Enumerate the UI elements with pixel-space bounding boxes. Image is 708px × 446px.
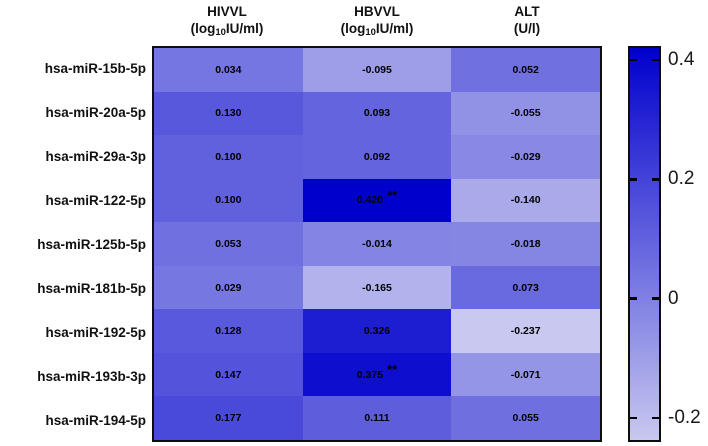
colorbar-tick-mark: [652, 297, 659, 300]
heatmap-cell: 0.147: [154, 352, 303, 397]
heatmap-cell: 0.177: [154, 396, 303, 440]
column-header: HIVVL (log10IU/ml): [137, 3, 317, 41]
cell-value: 0.420: [356, 194, 384, 207]
cell-value: -0.140: [510, 194, 541, 207]
column-header: ALT (U/l): [437, 3, 617, 37]
heatmap-cell: 0.034: [154, 48, 303, 92]
colorbar-tick-mark: [630, 178, 637, 181]
heatmap-cell: -0.029: [451, 135, 600, 179]
cell-value: -0.237: [510, 325, 541, 338]
cell-value: -0.055: [510, 107, 541, 120]
cell-value: 0.326: [363, 325, 391, 338]
column-header-title: HBVVL: [354, 4, 400, 19]
colorbar-gradient: [630, 48, 659, 440]
row-label: hsa-miR-193b-3p: [37, 368, 146, 384]
heatmap-cell: 0.100: [154, 135, 303, 179]
heatmap-cell: -0.237: [451, 309, 600, 353]
heatmap-cell: 0.052: [451, 48, 600, 92]
cell-value: 0.052: [512, 63, 539, 76]
unit-suffix: IU/ml): [375, 21, 414, 36]
row-label: hsa-miR-192-5p: [45, 324, 146, 340]
heatmap-cell: 0.092: [302, 135, 452, 179]
cell-value: 0.375: [356, 368, 384, 381]
significance-stars: **: [387, 362, 398, 378]
heatmap-cell: 0.128: [154, 309, 303, 353]
heatmap-cell: 0.055: [451, 396, 600, 440]
cell-value: 0.111: [364, 412, 390, 425]
heatmap-cell: 0.100: [154, 178, 303, 223]
column-header-title: ALT: [514, 4, 540, 19]
unit-suffix: IU/ml): [225, 21, 264, 36]
cell-value: 0.100: [215, 194, 242, 207]
row-labels: hsa-miR-15b-5p hsa-miR-20a-5p hsa-miR-29a-…: [0, 46, 146, 442]
unit-prefix: (log: [190, 21, 216, 36]
column-header-unit: (U/l): [437, 20, 617, 37]
row-label: hsa-miR-125b-5p: [37, 236, 146, 252]
heatmap-cell: -0.071: [451, 352, 600, 397]
cell-value: -0.014: [362, 237, 392, 250]
heatmap-cell: -0.140: [451, 178, 600, 223]
heatmap-cell: 0.420 **: [302, 178, 452, 223]
row-label: hsa-miR-29a-3p: [45, 148, 146, 164]
colorbar: [628, 46, 661, 442]
row-label: hsa-miR-15b-5p: [44, 60, 146, 76]
heatmap-grid: 0.034 -0.095 0.052 0.130 0.093 -0.055 0.100 0.0…: [152, 46, 602, 442]
heatmap-cell: 0.326: [302, 309, 452, 353]
heatmap-cell: -0.018: [451, 222, 600, 266]
significance-stars: **: [387, 187, 398, 203]
heatmap-cell: -0.095: [302, 48, 452, 92]
cell-value: 0.053: [215, 237, 242, 250]
colorbar-tick-mark: [630, 416, 637, 420]
cell-value: 0.029: [215, 281, 242, 294]
row-label: hsa-miR-122-5p: [45, 192, 146, 208]
cell-value: -0.095: [362, 63, 392, 76]
cell-value: -0.071: [510, 368, 541, 381]
unit-subscript: 10: [215, 27, 226, 38]
heatmap-cell: 0.093: [302, 91, 452, 136]
colorbar-tick-label: 0.2: [668, 168, 695, 190]
heatmap-cell: 0.073: [451, 265, 600, 310]
cell-value: 0.034: [215, 63, 242, 76]
colorbar-tick-mark: [652, 178, 659, 181]
cell-value: 0.147: [215, 368, 242, 381]
row-label: hsa-miR-20a-5p: [45, 104, 146, 120]
cell-value: 0.100: [215, 150, 242, 163]
column-header-unit: (log10IU/ml): [287, 20, 467, 41]
heatmap-cell: -0.014: [302, 222, 452, 266]
unit-prefix: (log: [340, 21, 366, 36]
column-header-title: HIVVL: [207, 4, 247, 19]
colorbar-tick-mark: [652, 416, 659, 420]
heatmap-cell: 0.053: [154, 222, 303, 266]
column-header: HBVVL (log10IU/ml): [287, 3, 467, 41]
heatmap-cell: 0.111: [302, 396, 452, 440]
row-label: hsa-miR-181b-5p: [37, 280, 146, 296]
heatmap-cell: 0.375 **: [302, 352, 452, 397]
colorbar-tick-mark: [652, 58, 659, 62]
cell-value: 0.177: [215, 412, 242, 425]
heatmap-cell: 0.029: [154, 265, 303, 310]
cell-value: -0.018: [510, 237, 541, 250]
unit-subscript: 10: [365, 27, 376, 38]
cell-value: 0.092: [363, 150, 391, 163]
colorbar-tick-label: -0.2: [668, 406, 701, 428]
heatmap-cell: -0.165: [302, 265, 452, 310]
colorbar-tick-label: 0.4: [668, 48, 695, 70]
cell-value: 0.055: [512, 412, 539, 425]
cell-value: 0.130: [215, 107, 242, 120]
cell-value: 0.073: [512, 281, 539, 294]
heatmap-cell: 0.130: [154, 91, 303, 136]
cell-value: 0.128: [215, 325, 242, 338]
cell-value: -0.165: [362, 281, 392, 294]
colorbar-tick-label: 0: [668, 287, 679, 309]
colorbar-tick-mark: [630, 58, 637, 62]
heatmap-cell: -0.055: [451, 91, 600, 136]
colorbar-tick-mark: [630, 297, 637, 300]
unit-prefix: (U/l): [513, 21, 541, 36]
cell-value: 0.093: [363, 107, 391, 120]
cell-value: -0.029: [510, 150, 541, 163]
row-label: hsa-miR-194-5p: [45, 412, 146, 428]
column-header-unit: (log10IU/ml): [137, 20, 317, 41]
